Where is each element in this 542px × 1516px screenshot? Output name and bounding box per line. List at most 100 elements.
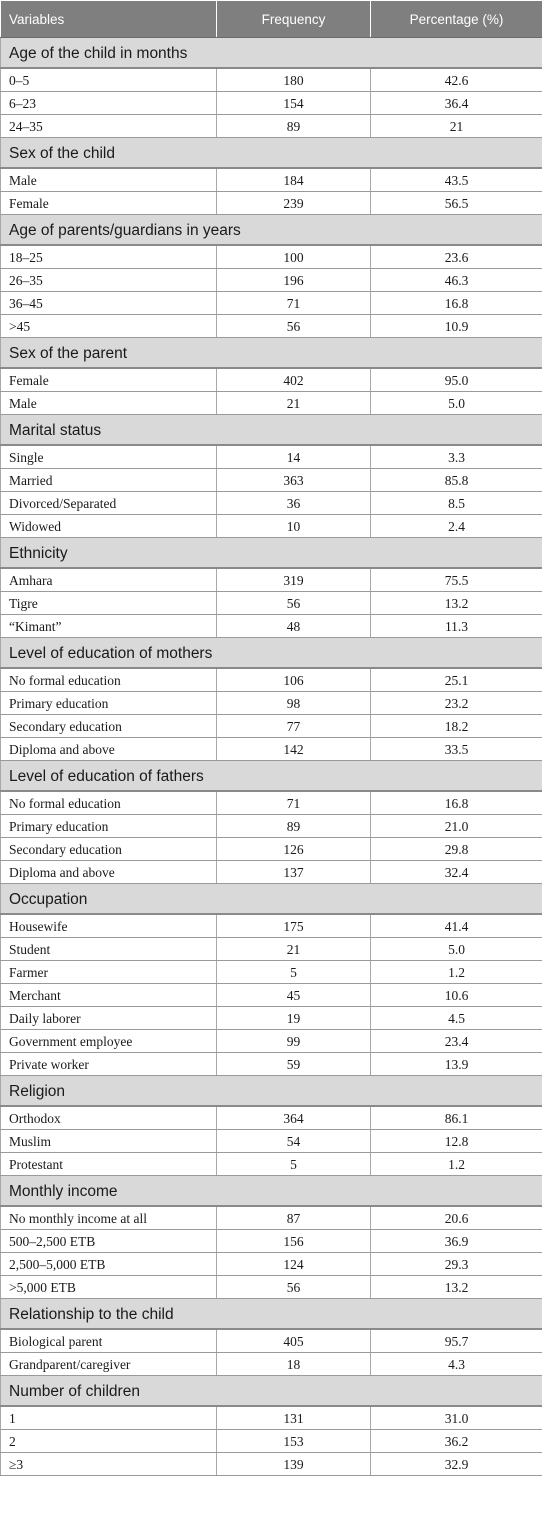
- table-row: 2,500–5,000 ETB 124 29.3: [0, 1252, 542, 1276]
- percentage-cell: 5.0: [370, 391, 542, 415]
- percentage-cell: 8.5: [370, 491, 542, 515]
- percentage-cell: 95.0: [370, 367, 542, 392]
- percentage-cell: 11.3: [370, 614, 542, 638]
- section-title: Ethnicity: [0, 537, 542, 569]
- row-label: 2: [0, 1429, 217, 1453]
- frequency-cell: 402: [216, 367, 371, 392]
- table-row: Tigre 56 13.2: [0, 591, 542, 615]
- table-row: Primary education 89 21.0: [0, 814, 542, 838]
- percentage-cell: 1.2: [370, 960, 542, 984]
- row-label: 24–35: [0, 114, 217, 138]
- frequency-cell: 48: [216, 614, 371, 638]
- table-row: No formal education 71 16.8: [0, 790, 542, 815]
- frequency-cell: 99: [216, 1029, 371, 1053]
- percentage-cell: 43.5: [370, 167, 542, 192]
- percentage-cell: 13.2: [370, 591, 542, 615]
- percentage-cell: 2.4: [370, 514, 542, 538]
- table-row: Government employee 99 23.4: [0, 1029, 542, 1053]
- section-header-row: Number of children: [0, 1375, 542, 1407]
- row-label: Male: [0, 391, 217, 415]
- header-percentage: Percentage (%): [370, 0, 542, 38]
- section-title: Occupation: [0, 883, 542, 915]
- row-label: Biological parent: [0, 1328, 217, 1353]
- table-row: 24–35 89 21: [0, 114, 542, 138]
- table-row: “Kimant” 48 11.3: [0, 614, 542, 638]
- percentage-cell: 13.2: [370, 1275, 542, 1299]
- percentage-cell: 86.1: [370, 1105, 542, 1130]
- section-header-row: Relationship to the child: [0, 1298, 542, 1330]
- frequency-cell: 175: [216, 913, 371, 938]
- row-label: Primary education: [0, 814, 217, 838]
- frequency-cell: 87: [216, 1205, 371, 1230]
- percentage-cell: 4.5: [370, 1006, 542, 1030]
- section-title: Monthly income: [0, 1175, 542, 1207]
- table-row: ≥3 139 32.9: [0, 1452, 542, 1476]
- row-label: Muslim: [0, 1129, 217, 1153]
- table-row: Amhara 319 75.5: [0, 567, 542, 592]
- table-row: No formal education 106 25.1: [0, 667, 542, 692]
- percentage-cell: 36.4: [370, 91, 542, 115]
- frequency-cell: 56: [216, 591, 371, 615]
- row-label: ≥3: [0, 1452, 217, 1476]
- percentage-cell: 36.9: [370, 1229, 542, 1253]
- percentage-cell: 42.6: [370, 67, 542, 92]
- section-header-row: Age of parents/guardians in years: [0, 214, 542, 246]
- section-header-row: Occupation: [0, 883, 542, 915]
- section-title: Sex of the child: [0, 137, 542, 169]
- frequency-cell: 100: [216, 244, 371, 269]
- section-title: Level of education of mothers: [0, 637, 542, 669]
- percentage-cell: 75.5: [370, 567, 542, 592]
- row-label: 18–25: [0, 244, 217, 269]
- frequency-cell: 14: [216, 444, 371, 469]
- frequency-cell: 363: [216, 468, 371, 492]
- percentage-cell: 21.0: [370, 814, 542, 838]
- section-header-row: Religion: [0, 1075, 542, 1107]
- table-row: 2 153 36.2: [0, 1429, 542, 1453]
- frequency-cell: 139: [216, 1452, 371, 1476]
- percentage-cell: 21: [370, 114, 542, 138]
- frequency-cell: 131: [216, 1405, 371, 1430]
- section-title: Relationship to the child: [0, 1298, 542, 1330]
- percentage-cell: 10.9: [370, 314, 542, 338]
- section-title: Age of parents/guardians in years: [0, 214, 542, 246]
- section-title: Number of children: [0, 1375, 542, 1407]
- table-row: >45 56 10.9: [0, 314, 542, 338]
- percentage-cell: 23.6: [370, 244, 542, 269]
- section-title: Age of the child in months: [0, 37, 542, 69]
- table-row: Diploma and above 142 33.5: [0, 737, 542, 761]
- section-header-row: Level of education of fathers: [0, 760, 542, 792]
- percentage-cell: 5.0: [370, 937, 542, 961]
- row-label: Female: [0, 191, 217, 215]
- frequency-cell: 184: [216, 167, 371, 192]
- percentage-cell: 4.3: [370, 1352, 542, 1376]
- percentage-cell: 31.0: [370, 1405, 542, 1430]
- row-label: 36–45: [0, 291, 217, 315]
- row-label: Single: [0, 444, 217, 469]
- frequency-cell: 18: [216, 1352, 371, 1376]
- row-label: Secondary education: [0, 714, 217, 738]
- frequency-cell: 5: [216, 1152, 371, 1176]
- row-label: Daily laborer: [0, 1006, 217, 1030]
- row-label: No formal education: [0, 790, 217, 815]
- row-label: Grandparent/caregiver: [0, 1352, 217, 1376]
- percentage-cell: 23.4: [370, 1029, 542, 1053]
- frequency-cell: 364: [216, 1105, 371, 1130]
- table-row: 26–35 196 46.3: [0, 268, 542, 292]
- section-header-row: Level of education of mothers: [0, 637, 542, 669]
- frequency-cell: 71: [216, 291, 371, 315]
- table-row: Diploma and above 137 32.4: [0, 860, 542, 884]
- frequency-cell: 98: [216, 691, 371, 715]
- frequency-cell: 59: [216, 1052, 371, 1076]
- row-label: “Kimant”: [0, 614, 217, 638]
- row-label: 0–5: [0, 67, 217, 92]
- table-row: Secondary education 77 18.2: [0, 714, 542, 738]
- percentage-cell: 29.8: [370, 837, 542, 861]
- table-row: Married 363 85.8: [0, 468, 542, 492]
- percentage-cell: 29.3: [370, 1252, 542, 1276]
- percentage-cell: 16.8: [370, 790, 542, 815]
- table-row: 36–45 71 16.8: [0, 291, 542, 315]
- header-variables: Variables: [0, 0, 217, 38]
- frequency-cell: 77: [216, 714, 371, 738]
- frequency-cell: 56: [216, 314, 371, 338]
- section-header-row: Ethnicity: [0, 537, 542, 569]
